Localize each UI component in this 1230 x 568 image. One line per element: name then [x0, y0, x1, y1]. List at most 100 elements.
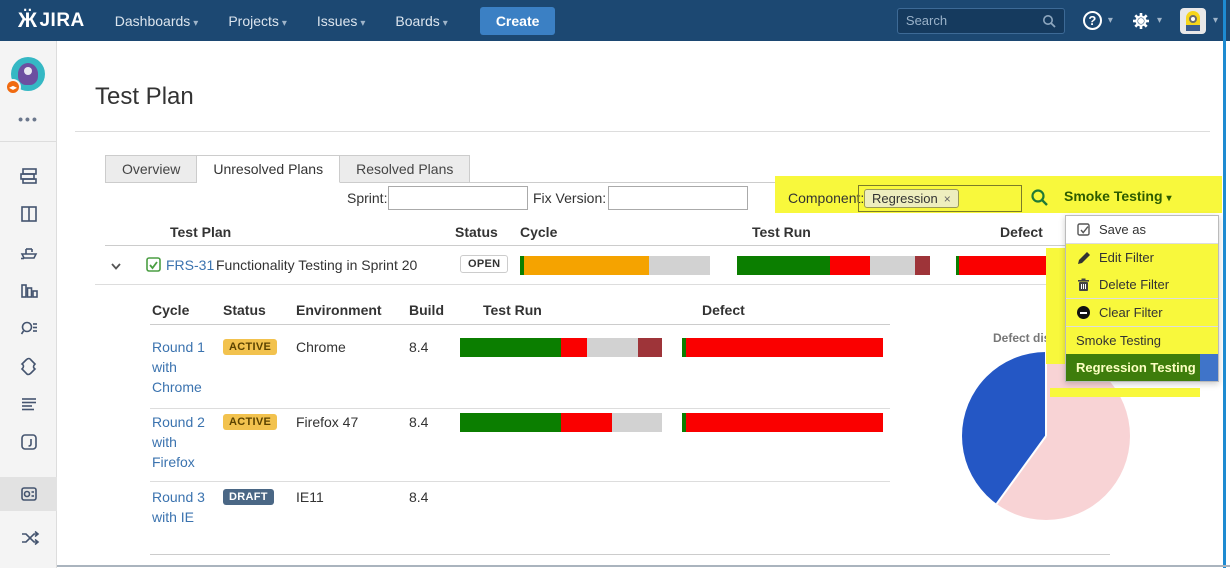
- jira-logo[interactable]: Ӝ JIRA: [18, 9, 85, 33]
- menu-regression-testing[interactable]: Regression Testing: [1066, 354, 1218, 381]
- cycle-progress-bar: [520, 256, 710, 275]
- pencil-icon: [1076, 251, 1091, 265]
- row-divider: [150, 481, 890, 482]
- more-ellipsis-icon[interactable]: •••: [18, 111, 39, 127]
- cycle-link[interactable]: Round 1 with Chrome: [152, 339, 205, 395]
- nav-dashboards[interactable]: Dashboards ▾: [114, 12, 199, 29]
- help-icon[interactable]: ?: [1082, 11, 1102, 30]
- col-test-run: Test Run: [752, 224, 811, 240]
- cycle-link[interactable]: Round 2 with Firefox: [152, 414, 205, 470]
- highlight-annotation: [1050, 388, 1200, 397]
- top-navigation: Ӝ JIRA Dashboards ▾ Projects ▾ Issues ▾ Boa…: [0, 0, 1230, 41]
- bar-segment: [737, 256, 830, 275]
- board-icon[interactable]: [0, 197, 57, 231]
- bar-segment: [956, 256, 959, 275]
- sprint-input[interactable]: [388, 186, 528, 210]
- test-run-progress-bar: [460, 338, 662, 357]
- row-divider: [95, 284, 1085, 285]
- backlog-icon[interactable]: [0, 159, 57, 193]
- chevron-down-icon: ▾: [442, 17, 448, 29]
- gear-icon[interactable]: [1131, 11, 1151, 31]
- list-icon[interactable]: [0, 387, 57, 421]
- bar-segment: [914, 256, 930, 275]
- chevron-down-icon: ▾: [1156, 15, 1162, 26]
- jira-logo-text: JIRA: [39, 9, 85, 31]
- releases-icon[interactable]: [0, 235, 57, 269]
- saved-filter-dropdown-button[interactable]: Smoke Testing ▾: [1064, 188, 1172, 204]
- apply-filter-search-icon[interactable]: [1030, 188, 1049, 210]
- shuffle-icon[interactable]: [0, 521, 57, 555]
- nav-boards[interactable]: Boards ▾: [395, 12, 448, 29]
- media-icon[interactable]: [0, 559, 57, 568]
- tab-overview[interactable]: Overview: [105, 155, 198, 183]
- subtable-header-divider: [150, 324, 890, 325]
- trash-icon: [1076, 278, 1091, 292]
- bar-segment: [520, 256, 524, 275]
- col-test-plan: Test Plan: [170, 224, 232, 240]
- tab-bar: Overview Unresolved Plans Resolved Plans: [105, 155, 471, 183]
- annotation-border-right: [1223, 0, 1226, 568]
- col-cycle: Cycle: [520, 224, 558, 240]
- col-status: Status: [455, 224, 498, 240]
- bar-segment: [686, 413, 883, 432]
- search-input[interactable]: [905, 13, 1026, 28]
- table-header-divider: [105, 245, 1085, 246]
- bar-segment: [829, 256, 871, 275]
- project-badge: ◂▸: [5, 79, 21, 95]
- bar-segment: [686, 338, 883, 357]
- checkbox-icon: [1076, 222, 1091, 237]
- defect-progress-bar: [682, 413, 883, 432]
- subcol-test-run: Test Run: [483, 302, 542, 318]
- tab-resolved-plans[interactable]: Resolved Plans: [340, 155, 471, 183]
- fix-version-input[interactable]: [608, 186, 748, 210]
- user-avatar[interactable]: [1179, 7, 1206, 34]
- subcol-defect: Defect: [702, 302, 745, 318]
- reports-icon[interactable]: [0, 273, 57, 307]
- sidebar-divider: [0, 141, 57, 142]
- bar-segment: [587, 338, 638, 357]
- cycle-link[interactable]: Round 3 with IE: [152, 489, 205, 525]
- create-button[interactable]: Create: [479, 6, 556, 35]
- build-cell: 8.4: [409, 339, 429, 355]
- saved-filter-menu: Save as Edit Filter Delete Filter Clear …: [1065, 215, 1219, 382]
- title-divider: [75, 131, 1210, 132]
- bar-segment: [561, 413, 612, 432]
- chevron-down-icon: ▾: [281, 17, 287, 29]
- highlight-annotation: [775, 176, 1222, 213]
- status-badge: DRAFT: [223, 489, 274, 505]
- menu-delete-filter[interactable]: Delete Filter: [1066, 271, 1218, 298]
- subtable-bottom-divider: [150, 554, 1110, 555]
- fix-version-label: Fix Version:: [533, 190, 607, 206]
- bar-segment: [611, 413, 662, 432]
- add-ons-puzzle-icon[interactable]: [0, 349, 57, 383]
- bar-segment: [460, 413, 561, 432]
- issues-search-icon[interactable]: [0, 311, 57, 345]
- menu-edit-filter[interactable]: Edit Filter: [1066, 244, 1218, 271]
- menu-save-as[interactable]: Save as: [1066, 216, 1218, 243]
- col-defect: Defect: [1000, 224, 1043, 240]
- remove-tag-icon[interactable]: ×: [943, 191, 951, 206]
- pages-icon[interactable]: [0, 425, 57, 459]
- test-sessions-icon[interactable]: [0, 477, 57, 511]
- menu-divider: [1066, 326, 1218, 327]
- jira-logo-icon: Ӝ: [18, 8, 38, 32]
- bar-segment: [682, 338, 687, 357]
- bar-segment: [460, 338, 561, 357]
- bar-segment: [870, 256, 915, 275]
- component-input[interactable]: Regression ×: [858, 185, 1022, 212]
- subcol-environment: Environment: [296, 302, 382, 318]
- bar-segment: [682, 413, 687, 432]
- status-badge: OPEN: [460, 255, 509, 273]
- menu-divider: [1066, 243, 1218, 244]
- menu-clear-filter[interactable]: Clear Filter: [1066, 299, 1218, 326]
- nav-projects[interactable]: Projects ▾: [228, 12, 287, 29]
- bar-segment: [561, 338, 588, 357]
- filter-bar: Sprint: Fix Version: Component: Regressi…: [0, 185, 1230, 212]
- global-search[interactable]: [896, 7, 1065, 34]
- tab-unresolved-plans[interactable]: Unresolved Plans: [197, 155, 341, 183]
- issue-key-link[interactable]: FRS-31: [166, 257, 215, 273]
- menu-smoke-testing[interactable]: Smoke Testing: [1066, 327, 1218, 354]
- nav-issues[interactable]: Issues ▾: [316, 12, 366, 29]
- collapse-row-icon[interactable]: [110, 258, 122, 276]
- subcol-cycle: Cycle: [152, 302, 190, 318]
